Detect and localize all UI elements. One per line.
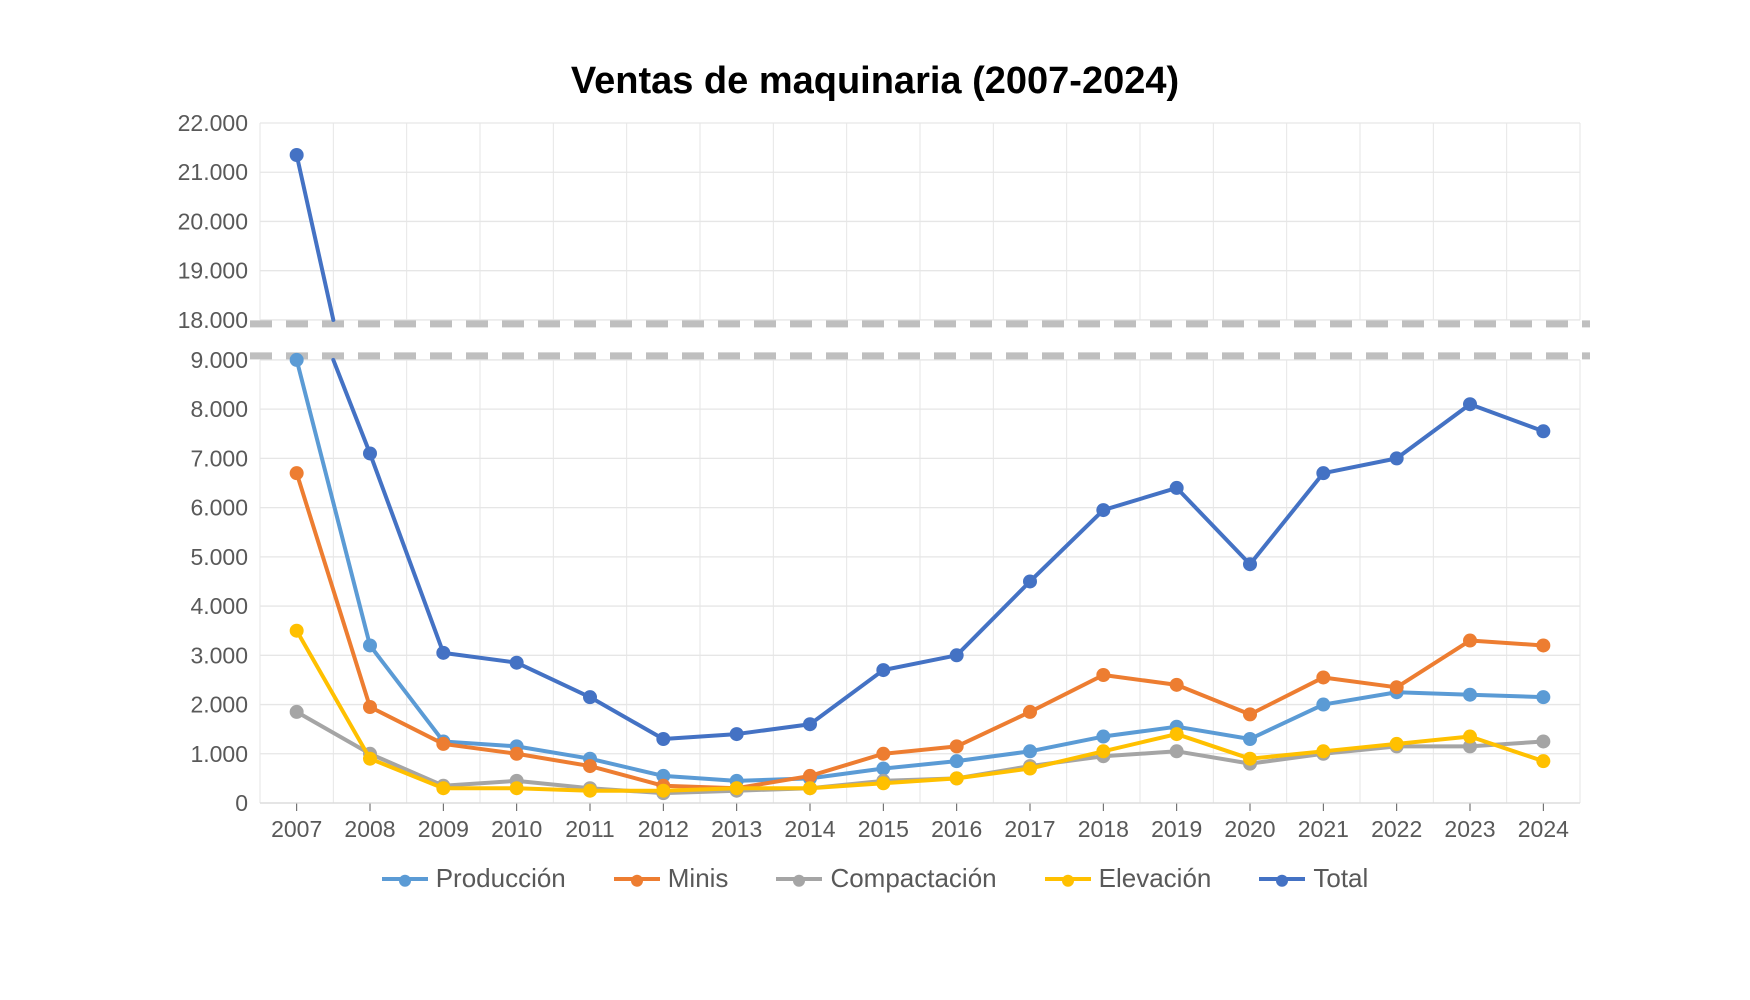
svg-text:1.000: 1.000 <box>190 741 248 767</box>
svg-text:2013: 2013 <box>711 816 762 842</box>
svg-text:2007: 2007 <box>271 816 322 842</box>
legend-item: Elevación <box>1045 863 1212 894</box>
legend-label: Elevación <box>1099 863 1212 894</box>
svg-text:2021: 2021 <box>1298 816 1349 842</box>
chart-legend: Producción Minis Compactación Elevación Tota… <box>150 863 1600 894</box>
svg-text:2019: 2019 <box>1151 816 1202 842</box>
chart-container: Ventas de maquinaria (2007-2024) 18.0001… <box>150 60 1600 940</box>
svg-text:2014: 2014 <box>784 816 835 842</box>
svg-text:9.000: 9.000 <box>190 347 248 373</box>
svg-text:22.000: 22.000 <box>178 110 248 136</box>
svg-text:2020: 2020 <box>1224 816 1275 842</box>
svg-text:4.000: 4.000 <box>190 593 248 619</box>
chart-plot: 18.000 19.000 20.000 21.000 22.000 0 1.000 2.00… <box>150 103 1600 863</box>
svg-text:18.000: 18.000 <box>178 307 248 333</box>
svg-text:21.000: 21.000 <box>178 159 248 185</box>
legend-swatch <box>776 877 822 881</box>
svg-text:7.000: 7.000 <box>190 445 248 471</box>
svg-text:6.000: 6.000 <box>190 495 248 521</box>
legend-label: Compactación <box>830 863 996 894</box>
svg-text:2016: 2016 <box>931 816 982 842</box>
svg-text:0: 0 <box>235 790 248 816</box>
svg-text:3.000: 3.000 <box>190 642 248 668</box>
svg-text:2017: 2017 <box>1004 816 1055 842</box>
legend-item: Minis <box>614 863 729 894</box>
legend-swatch <box>1259 877 1305 881</box>
svg-text:2023: 2023 <box>1444 816 1495 842</box>
svg-text:8.000: 8.000 <box>190 396 248 422</box>
svg-text:2008: 2008 <box>344 816 395 842</box>
svg-text:20.000: 20.000 <box>178 208 248 234</box>
legend-item: Compactación <box>776 863 996 894</box>
legend-swatch <box>382 877 428 881</box>
svg-text:5.000: 5.000 <box>190 544 248 570</box>
legend-item: Total <box>1259 863 1368 894</box>
svg-text:2015: 2015 <box>858 816 909 842</box>
svg-text:2.000: 2.000 <box>190 692 248 718</box>
svg-text:2012: 2012 <box>638 816 689 842</box>
legend-item: Producción <box>382 863 566 894</box>
svg-text:2018: 2018 <box>1078 816 1129 842</box>
legend-swatch <box>1045 877 1091 881</box>
svg-text:19.000: 19.000 <box>178 258 248 284</box>
legend-label: Minis <box>668 863 729 894</box>
chart-title: Ventas de maquinaria (2007-2024) <box>150 60 1600 103</box>
svg-text:2009: 2009 <box>418 816 469 842</box>
svg-text:2011: 2011 <box>565 816 614 842</box>
svg-text:2022: 2022 <box>1371 816 1422 842</box>
legend-swatch <box>614 877 660 881</box>
legend-label: Total <box>1313 863 1368 894</box>
svg-text:2024: 2024 <box>1518 816 1569 842</box>
svg-text:2010: 2010 <box>491 816 542 842</box>
legend-label: Producción <box>436 863 566 894</box>
